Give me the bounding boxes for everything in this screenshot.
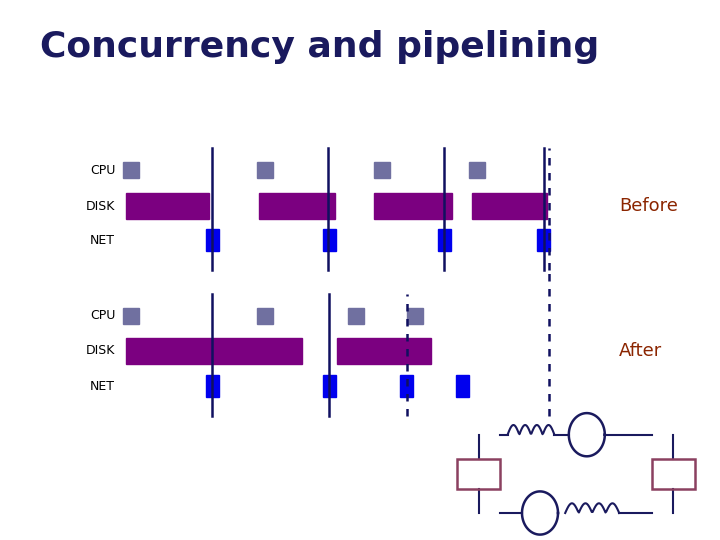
Bar [438,230,451,251]
Text: CPU: CPU [90,164,115,177]
Bar [206,230,219,251]
Text: NET: NET [90,234,115,247]
Bar [206,375,219,397]
Bar [123,162,139,178]
Bar [457,459,500,489]
Text: Before: Before [619,197,678,215]
Bar [400,375,413,397]
Bar [259,193,335,219]
Bar [126,193,209,219]
Text: CPU: CPU [90,309,115,322]
Bar [374,162,390,178]
Bar [469,162,485,178]
Bar [537,230,550,251]
Bar [323,230,336,251]
Bar [652,459,695,489]
Bar [374,193,452,219]
Bar [126,338,302,364]
Bar [456,375,469,397]
Bar [407,308,423,324]
Bar [257,308,273,324]
Text: DISK: DISK [86,345,115,357]
Bar [257,162,273,178]
Text: DISK: DISK [86,200,115,213]
Bar [337,338,431,364]
Text: Concurrency and pipelining: Concurrency and pipelining [40,30,599,64]
Bar [123,308,139,324]
Bar [323,375,336,397]
Bar [472,193,547,219]
Text: NET: NET [90,380,115,393]
Text: After: After [619,342,662,360]
Bar [348,308,364,324]
